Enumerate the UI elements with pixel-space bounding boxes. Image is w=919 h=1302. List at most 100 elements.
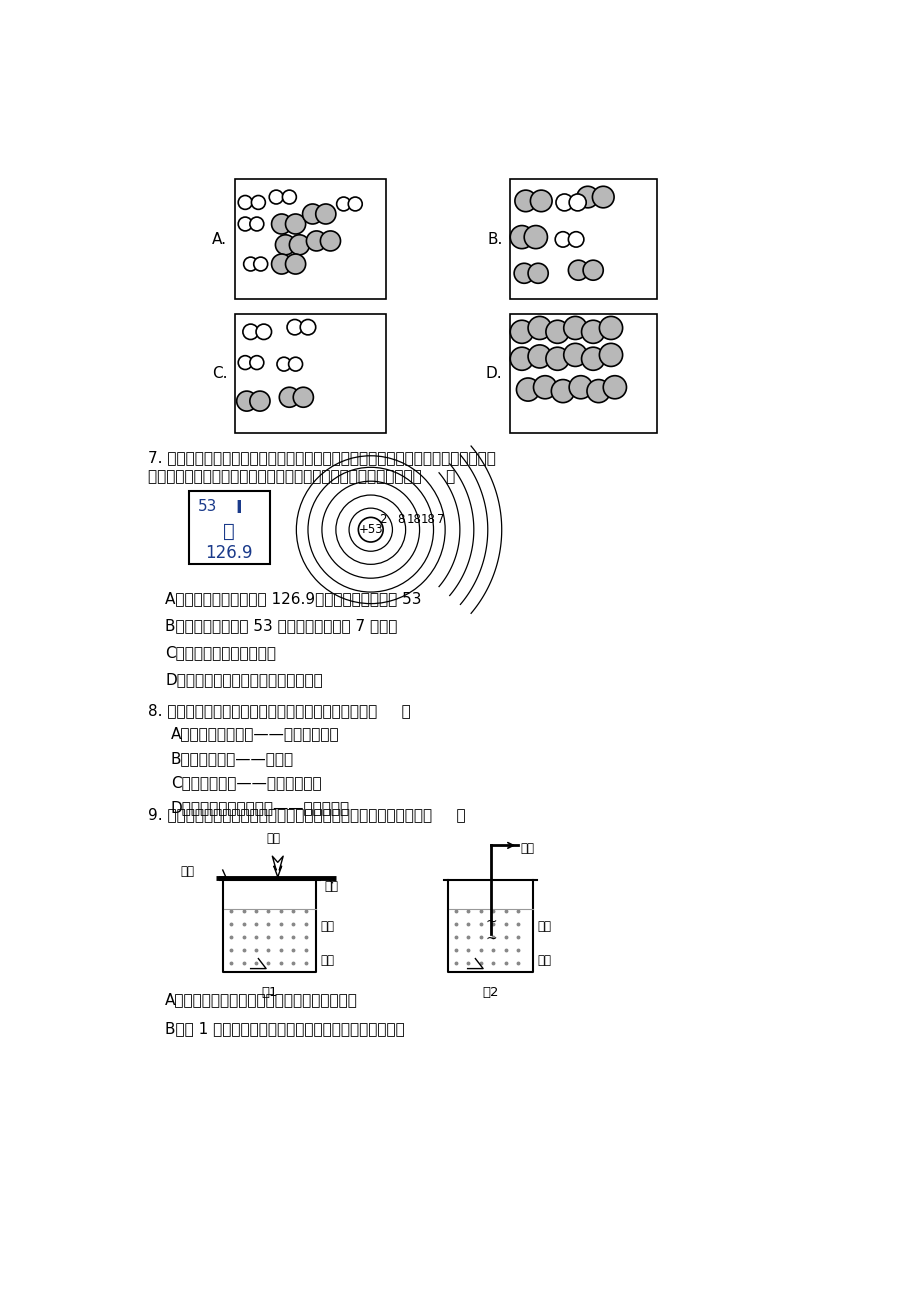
Text: 氧气: 氧气	[520, 841, 534, 854]
Text: C．空气和氧气——带火星的木条: C．空气和氧气——带火星的木条	[171, 775, 321, 790]
Text: 126.9: 126.9	[205, 543, 253, 561]
Circle shape	[336, 197, 350, 211]
Text: 8. 区别下列各组物质，所选择的试剂或方法错误的是（     ）: 8. 区别下列各组物质，所选择的试剂或方法错误的是（ ）	[147, 703, 410, 717]
Circle shape	[569, 194, 585, 211]
Text: B．图 1 中铜片上的白磷和红磷对比说明燃烧必须有氧气: B．图 1 中铜片上的白磷和红磷对比说明燃烧必须有氧气	[165, 1021, 404, 1036]
Text: 7. 随着日本福岛核电站放射性碘泄漏，碘这种元素被人们所认知。如图是元素周期表: 7. 随着日本福岛核电站放射性碘泄漏，碘这种元素被人们所认知。如图是元素周期表	[147, 450, 495, 465]
Circle shape	[277, 357, 290, 371]
Circle shape	[545, 320, 569, 344]
Circle shape	[293, 387, 313, 408]
Text: A．水与澄清石灰水——二氧化碳气体: A．水与澄清石灰水——二氧化碳气体	[171, 727, 339, 741]
Circle shape	[586, 380, 609, 402]
Circle shape	[516, 378, 539, 401]
Circle shape	[287, 319, 302, 335]
Text: 18: 18	[406, 513, 421, 526]
Circle shape	[568, 260, 588, 280]
Circle shape	[515, 190, 536, 212]
Text: 7: 7	[437, 513, 444, 526]
Circle shape	[306, 230, 326, 251]
Circle shape	[583, 260, 603, 280]
Circle shape	[550, 380, 574, 402]
Circle shape	[524, 225, 547, 249]
Circle shape	[603, 376, 626, 398]
Circle shape	[238, 217, 252, 230]
Text: C．碘元素属于非金属元素: C．碘元素属于非金属元素	[165, 646, 276, 660]
Circle shape	[545, 348, 569, 370]
Circle shape	[348, 197, 362, 211]
Text: C.: C.	[211, 366, 227, 381]
Circle shape	[255, 324, 271, 340]
Circle shape	[576, 186, 598, 208]
Text: ~
~: ~ ~	[484, 915, 496, 945]
Circle shape	[250, 391, 269, 411]
Circle shape	[289, 234, 309, 255]
Circle shape	[563, 316, 586, 340]
Circle shape	[254, 256, 267, 271]
Bar	[188, 491, 269, 564]
Circle shape	[528, 345, 550, 368]
Text: D.: D.	[485, 366, 502, 381]
Text: 碘: 碘	[222, 522, 234, 542]
Bar	[235, 314, 386, 434]
Text: D．氮气和二氧化碳气体——燃着的木条: D．氮气和二氧化碳气体——燃着的木条	[171, 799, 349, 815]
Circle shape	[563, 344, 586, 366]
Circle shape	[528, 263, 548, 284]
Circle shape	[554, 232, 570, 247]
Circle shape	[315, 204, 335, 224]
Text: B.: B.	[486, 232, 502, 246]
Circle shape	[243, 324, 258, 340]
Circle shape	[569, 376, 592, 398]
Circle shape	[510, 320, 533, 344]
Text: A.: A.	[212, 232, 227, 246]
Circle shape	[598, 344, 622, 366]
Text: I: I	[235, 499, 242, 517]
Bar	[510, 314, 657, 434]
Text: B．硬水和软水——肥皂水: B．硬水和软水——肥皂水	[171, 751, 293, 766]
Circle shape	[510, 225, 533, 249]
Bar	[235, 180, 386, 298]
Circle shape	[581, 348, 604, 370]
Circle shape	[528, 316, 550, 340]
Circle shape	[598, 316, 622, 340]
Text: 2: 2	[379, 513, 387, 526]
Circle shape	[530, 190, 551, 212]
Text: 热水: 热水	[320, 919, 334, 932]
Circle shape	[269, 190, 283, 204]
Circle shape	[300, 319, 315, 335]
Text: A．此组实验烧杯中的热水只起提高温度的作用: A．此组实验烧杯中的热水只起提高温度的作用	[165, 992, 357, 1006]
Circle shape	[568, 232, 584, 247]
Text: 8: 8	[396, 513, 403, 526]
Circle shape	[244, 256, 257, 271]
Circle shape	[533, 376, 556, 398]
Text: 18: 18	[420, 513, 435, 526]
Text: A．碘的相对原子质量为 126.9，原子核内质子数为 53: A．碘的相对原子质量为 126.9，原子核内质子数为 53	[165, 591, 422, 607]
Text: 图2: 图2	[482, 987, 499, 1000]
Circle shape	[271, 214, 291, 234]
Circle shape	[238, 195, 252, 210]
Circle shape	[250, 355, 264, 370]
Text: 中提供的碘元素的信息及碘原子的结构示意图。下列说法错误的是（     ）: 中提供的碘元素的信息及碘原子的结构示意图。下列说法错误的是（ ）	[147, 469, 454, 484]
Circle shape	[282, 190, 296, 204]
Circle shape	[514, 263, 534, 284]
Circle shape	[285, 214, 305, 234]
Circle shape	[320, 230, 340, 251]
Text: 热水: 热水	[537, 919, 550, 932]
Circle shape	[238, 355, 252, 370]
Circle shape	[275, 234, 295, 255]
Text: 图1: 图1	[262, 987, 278, 1000]
Text: 白磷: 白磷	[180, 865, 194, 878]
Circle shape	[236, 391, 256, 411]
Text: 53: 53	[198, 499, 217, 514]
Circle shape	[302, 204, 323, 224]
Text: 9. 下图所示的一组实验可用于研究燃烧条件。下列说法中正确的是（     ）: 9. 下图所示的一组实验可用于研究燃烧条件。下列说法中正确的是（ ）	[147, 807, 465, 822]
Circle shape	[289, 357, 302, 371]
Text: 白磷: 白磷	[537, 954, 550, 967]
Circle shape	[285, 254, 305, 273]
Circle shape	[358, 517, 382, 542]
Circle shape	[510, 348, 533, 370]
Text: 红磷: 红磷	[267, 832, 280, 845]
Text: B．碘原子核外共有 53 个电子，最外层有 7 个电子: B．碘原子核外共有 53 个电子，最外层有 7 个电子	[165, 618, 397, 633]
Bar	[510, 180, 657, 298]
Circle shape	[592, 186, 614, 208]
Circle shape	[251, 195, 265, 210]
